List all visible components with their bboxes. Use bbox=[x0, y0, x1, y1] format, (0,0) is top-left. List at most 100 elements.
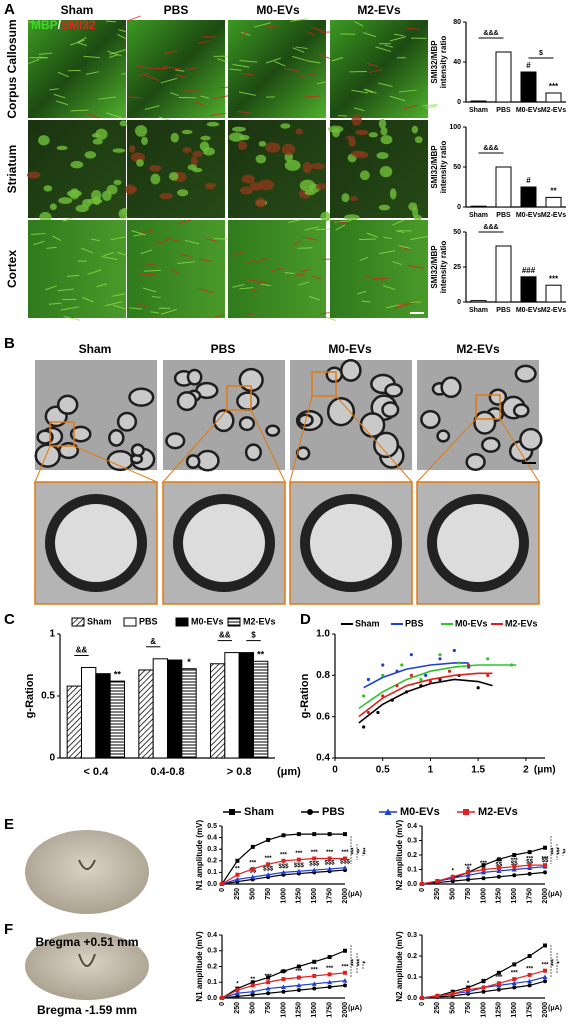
image-texture bbox=[83, 55, 101, 59]
bracket-label: &&& bbox=[483, 224, 498, 231]
marker bbox=[265, 872, 271, 877]
significance: $$$ bbox=[278, 864, 289, 870]
panel-label: A bbox=[4, 1, 15, 18]
x-tick-label: 0.5 bbox=[376, 765, 390, 776]
image-texture bbox=[49, 88, 59, 91]
column-header: PBS bbox=[164, 3, 189, 17]
stain-smi: SMI32 bbox=[61, 18, 96, 32]
x-tick-label: 2000 bbox=[542, 1002, 549, 1018]
image-texture bbox=[162, 66, 182, 70]
point bbox=[476, 686, 480, 690]
marker bbox=[527, 871, 532, 876]
zoom-box bbox=[226, 385, 252, 411]
axon bbox=[128, 387, 155, 407]
image-texture bbox=[364, 275, 383, 281]
zoom-line bbox=[335, 395, 413, 483]
image-texture bbox=[304, 226, 319, 231]
image-texture bbox=[412, 206, 419, 218]
x-unit: (μA) bbox=[348, 891, 362, 898]
marker bbox=[512, 985, 517, 990]
marker bbox=[235, 988, 240, 993]
image-texture bbox=[307, 60, 321, 64]
x-tick-label: 1500 bbox=[511, 888, 518, 904]
axon bbox=[381, 401, 400, 419]
image-texture bbox=[239, 186, 253, 195]
fit-line bbox=[358, 672, 493, 718]
image-texture bbox=[163, 50, 178, 55]
x-tick-label: 1000 bbox=[280, 888, 287, 904]
image-texture bbox=[43, 185, 53, 192]
marker bbox=[435, 993, 440, 998]
significance: *** bbox=[526, 857, 534, 863]
marker bbox=[543, 863, 547, 868]
axon-zoom bbox=[173, 494, 275, 592]
image-texture bbox=[80, 247, 94, 254]
image-texture bbox=[302, 236, 319, 241]
image-texture bbox=[366, 62, 379, 67]
significance: $$ bbox=[496, 863, 503, 869]
marker bbox=[481, 863, 486, 868]
bar bbox=[138, 669, 154, 759]
bar bbox=[495, 51, 512, 103]
image-texture bbox=[45, 285, 57, 291]
bar bbox=[224, 652, 240, 759]
image-texture bbox=[384, 44, 393, 48]
significance: *** bbox=[511, 858, 519, 864]
point bbox=[467, 663, 471, 667]
column-header: M2-EVs bbox=[456, 342, 500, 356]
significance: *** bbox=[495, 860, 503, 866]
x-tick-label: 0 bbox=[219, 1002, 226, 1006]
image-texture bbox=[106, 112, 122, 119]
axon bbox=[514, 364, 537, 383]
legend-label: PBS bbox=[405, 618, 424, 628]
significance: *** bbox=[549, 82, 559, 91]
image-texture bbox=[281, 143, 296, 156]
x-tick-label: 1500 bbox=[511, 1002, 518, 1018]
image-texture bbox=[284, 272, 295, 275]
image-texture bbox=[320, 211, 331, 222]
image-texture bbox=[386, 304, 401, 309]
x-tick-label: 1750 bbox=[526, 1002, 533, 1018]
x-unit: (μA) bbox=[548, 1005, 562, 1012]
y-axis-label: g-Ration bbox=[24, 673, 36, 718]
image-texture bbox=[133, 233, 143, 237]
point bbox=[438, 657, 442, 661]
x-tick-label: 1000 bbox=[480, 888, 487, 904]
legend-label: M2-EVs bbox=[505, 618, 538, 628]
bar bbox=[520, 276, 537, 303]
bar bbox=[495, 245, 512, 303]
significance: ** bbox=[481, 979, 486, 985]
marker bbox=[266, 991, 271, 996]
x-tick-label: > 0.8 bbox=[227, 766, 252, 778]
y-tick-label: 0.2 bbox=[207, 858, 217, 865]
legend-swatch bbox=[175, 617, 189, 627]
image-texture bbox=[176, 219, 191, 225]
fit-line bbox=[363, 662, 469, 689]
image-texture bbox=[103, 251, 115, 257]
image-texture bbox=[284, 159, 301, 171]
significance: $$ bbox=[526, 860, 533, 866]
x-tick-label: PBS bbox=[496, 212, 511, 219]
image-texture bbox=[290, 18, 309, 22]
image-texture bbox=[159, 192, 173, 200]
significance: ### bbox=[522, 266, 536, 275]
image-texture bbox=[376, 152, 389, 160]
image-texture bbox=[255, 257, 269, 263]
row-label: Corpus Callosum bbox=[5, 19, 19, 118]
bar bbox=[470, 100, 487, 103]
x-tick-label: 1750 bbox=[326, 888, 333, 904]
side-label: *** bbox=[352, 958, 358, 966]
marker bbox=[496, 987, 501, 992]
image-texture bbox=[239, 134, 250, 141]
axon bbox=[325, 366, 344, 383]
image-texture bbox=[359, 256, 369, 262]
axon bbox=[373, 431, 400, 459]
y-tick-label: 0.0 bbox=[407, 881, 417, 888]
significance: ** bbox=[114, 669, 122, 679]
bregma-label: Bregma -1.59 mm bbox=[37, 1003, 137, 1017]
marker bbox=[343, 832, 347, 837]
image-texture bbox=[77, 42, 88, 47]
significance: *** bbox=[249, 860, 257, 866]
image-texture bbox=[101, 256, 118, 261]
significance: ** bbox=[257, 650, 265, 660]
